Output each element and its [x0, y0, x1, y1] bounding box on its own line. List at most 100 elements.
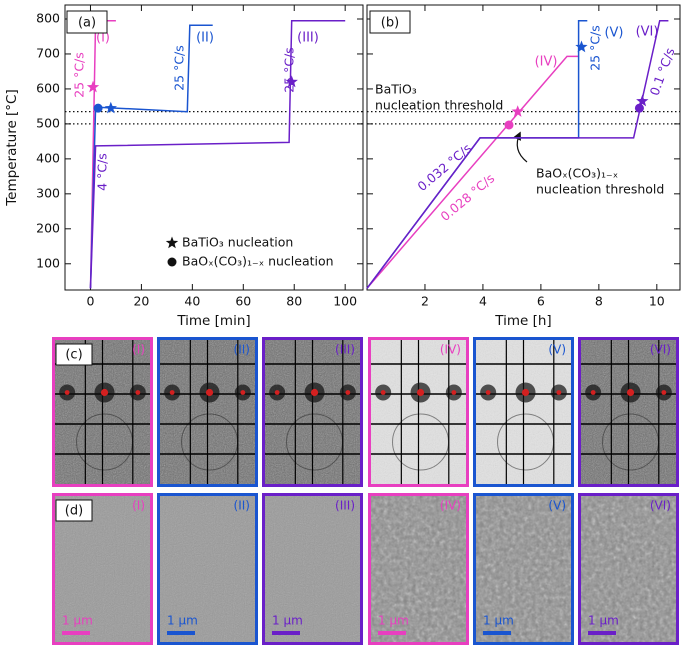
series-label: (IV)	[535, 55, 558, 70]
marker-star	[575, 40, 588, 53]
bragg-spot	[556, 390, 562, 395]
annotation: nucleation threshold	[536, 182, 664, 197]
sem-texture	[473, 493, 574, 645]
scale-label: 1 μm	[483, 614, 514, 628]
tile-frame	[473, 337, 574, 487]
x-axis-label: Time [min]	[176, 313, 250, 329]
series-label: (II)	[196, 31, 214, 46]
annotation: 4 °C/s	[95, 153, 110, 191]
y-tick-label: 700	[36, 45, 60, 60]
scale-label: 1 μm	[378, 614, 409, 628]
tile-label: (IV)	[440, 499, 461, 513]
y-tick-label: 600	[36, 80, 60, 95]
x-tick-label: 20	[133, 294, 149, 309]
scale-label: 1 μm	[272, 614, 303, 628]
tile-label: (I)	[132, 343, 145, 357]
y-tick-label: 200	[36, 220, 60, 235]
scale-label: 1 μm	[62, 614, 93, 628]
series-label: (V)	[604, 26, 623, 41]
series-line	[366, 19, 669, 289]
scale-bar	[588, 631, 616, 635]
y-tick-label: 100	[36, 255, 60, 270]
bragg-spot	[240, 390, 246, 395]
bragg-spot	[205, 388, 214, 397]
marker-star	[86, 80, 100, 93]
annotation: 0.1 °C/s	[647, 46, 678, 98]
x-tick-label: 100	[333, 294, 357, 309]
bragg-spot	[661, 390, 667, 395]
scale-bar	[483, 631, 511, 635]
tile-label: (IV)	[440, 343, 461, 357]
scale-bar	[62, 631, 90, 635]
annotation: 25 °C/s	[588, 25, 603, 71]
marker-star	[636, 94, 649, 107]
tile-label: (III)	[335, 499, 355, 513]
series-label: (VI)	[636, 25, 659, 40]
bragg-spot	[451, 390, 457, 395]
bragg-spot	[590, 390, 596, 395]
tile-frame	[262, 493, 363, 645]
sem-texture	[157, 493, 258, 645]
bragg-spot	[380, 390, 386, 395]
bragg-spot	[416, 388, 425, 397]
marker-star	[165, 236, 179, 249]
tile-frame	[368, 337, 469, 487]
legend-label: BaTiO₃ nucleation	[182, 235, 293, 250]
panel-label-box	[66, 10, 108, 34]
bragg-spot	[626, 388, 635, 397]
marker-circle	[634, 103, 644, 113]
tile-frame	[157, 493, 258, 645]
x-tick-label: 40	[184, 294, 200, 309]
tile-label: (III)	[335, 343, 355, 357]
y-tick-label: 800	[36, 10, 60, 25]
bragg-spot	[310, 388, 319, 397]
tile-frame	[52, 493, 153, 645]
bragg-spot	[64, 390, 70, 395]
annotation: BaTiO₃	[375, 82, 417, 97]
annotation: BaOₓ(CO₃)₁₋ₓ	[536, 166, 618, 181]
annotation: nucleation threshold	[375, 98, 503, 113]
y-tick-label: 400	[36, 150, 60, 165]
annotation: 25 °C/s	[282, 47, 297, 93]
tile-frame	[262, 337, 363, 487]
tile-label: (VI)	[650, 343, 671, 357]
marker-circle	[167, 257, 177, 267]
bragg-spot	[485, 390, 491, 395]
annotation: 25 °C/s	[172, 45, 187, 91]
panel-label-box	[55, 343, 93, 366]
tile-frame	[52, 337, 153, 487]
sem-texture	[368, 493, 469, 645]
series-label: (I)	[96, 31, 110, 46]
tile-frame	[368, 493, 469, 645]
bragg-spot	[345, 390, 351, 395]
sem-texture	[578, 493, 679, 645]
scale-label: 1 μm	[167, 614, 198, 628]
bragg-spot	[274, 390, 280, 395]
x-tick-label: 10	[649, 294, 665, 309]
x-tick-label: 80	[286, 294, 302, 309]
series-line	[366, 55, 579, 289]
tile-label: (V)	[548, 499, 566, 513]
bragg-spot	[521, 388, 530, 397]
panel-label: (d)	[65, 504, 83, 519]
plot-area	[366, 4, 681, 291]
legend-label: BaOₓ(CO₃)₁₋ₓ nucleation	[182, 254, 334, 269]
x-tick-label: 6	[537, 294, 545, 309]
tile-label: (I)	[132, 499, 145, 513]
x-tick-label: 4	[479, 294, 487, 309]
panel-label-box	[369, 10, 411, 34]
x-tick-label: 60	[235, 294, 251, 309]
sem-texture	[262, 493, 363, 645]
x-axis-label: Time [h]	[494, 313, 551, 329]
tile-frame	[157, 337, 258, 487]
marker-circle	[93, 103, 103, 113]
x-tick-label: 8	[595, 294, 603, 309]
bragg-spot	[135, 390, 141, 395]
bragg-spot	[169, 390, 175, 395]
series-line	[89, 19, 346, 289]
tile-label: (VI)	[650, 499, 671, 513]
series-label: (III)	[297, 31, 319, 46]
tile-label: (V)	[548, 343, 566, 357]
